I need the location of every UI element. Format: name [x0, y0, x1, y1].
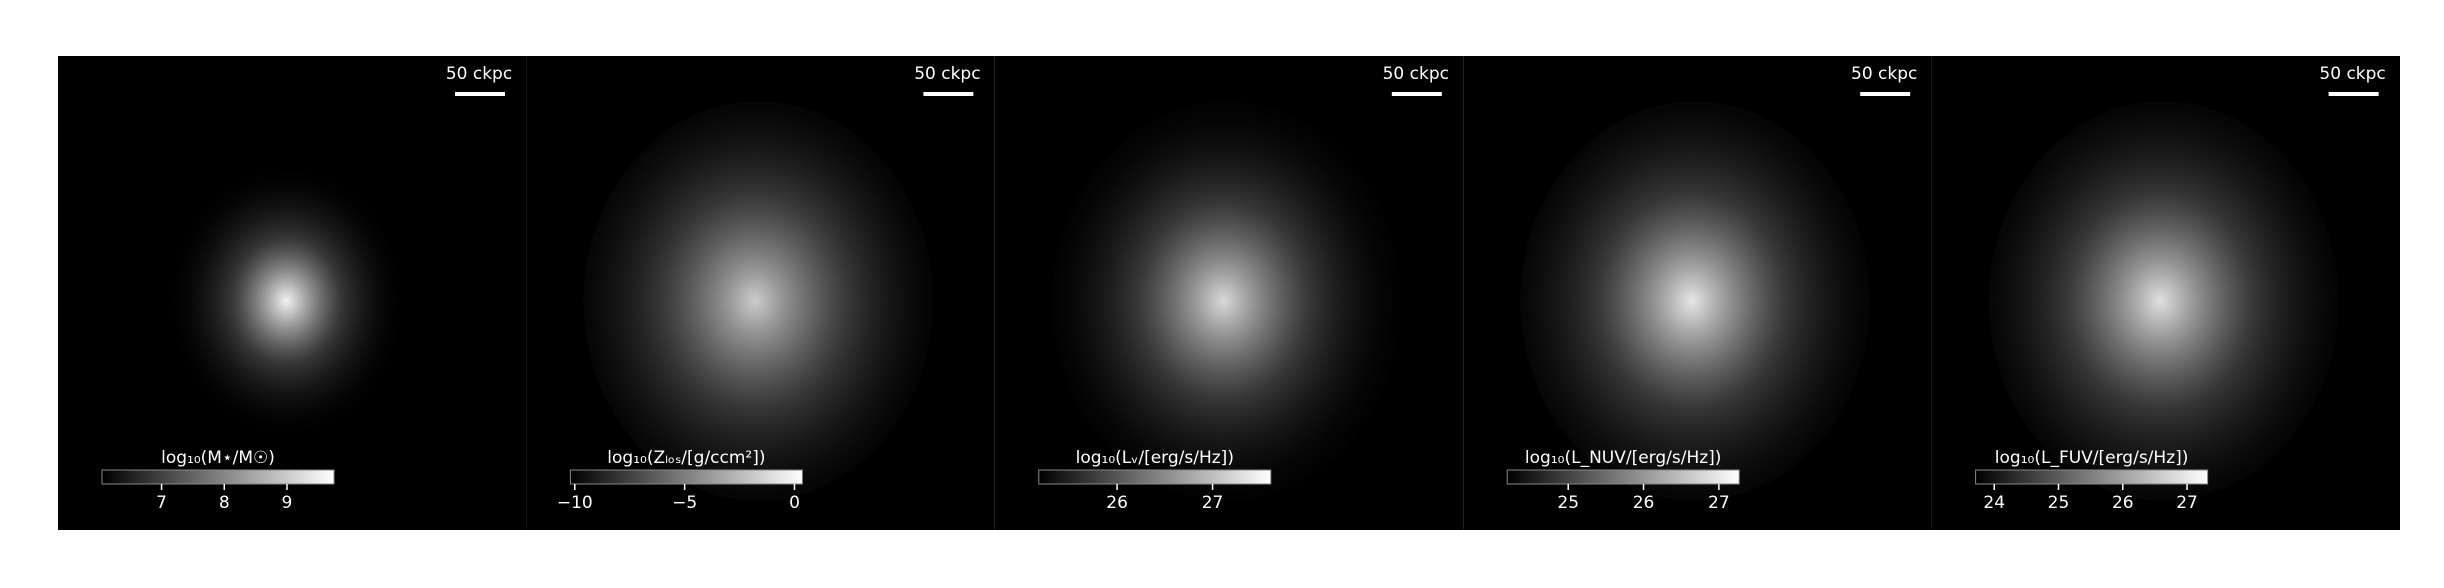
colorbar-tick-label: 26 — [2112, 493, 2134, 513]
colorbar — [1975, 469, 2209, 485]
colorbar-tick-label: 24 — [1983, 493, 2005, 513]
colorbar-tick-label: 27 — [2176, 493, 2198, 513]
scale-bar-label: 50 ckpc — [1851, 64, 1917, 84]
colorbar — [1506, 469, 1740, 485]
colorbar — [101, 469, 335, 485]
galaxy-image — [1520, 101, 1871, 501]
colorbar — [569, 469, 803, 485]
colorbar — [1038, 469, 1272, 485]
colorbar-tick-label: −5 — [672, 493, 697, 513]
colorbar-label: log₁₀(M⋆/M☉) — [161, 448, 275, 468]
scale-bar-label: 50 ckpc — [446, 64, 512, 84]
colorbar-tick-label: 0 — [789, 493, 800, 513]
scale-bar-label: 50 ckpc — [914, 64, 980, 84]
colorbar-tick-label: 7 — [156, 493, 167, 513]
colorbar-tick-label: 9 — [282, 493, 293, 513]
colorbar-label: log₁₀(Zₗₒₛ/[g/ccm²]) — [607, 448, 765, 468]
colorbar-tick-label: 25 — [2048, 493, 2070, 513]
colorbar-tick-label: 8 — [219, 493, 230, 513]
colorbar-tick-label: 26 — [1106, 493, 1128, 513]
colorbar-tick-label: 25 — [1557, 493, 1579, 513]
galaxy-image — [1988, 101, 2339, 501]
colorbar-label: log₁₀(Lᵥ/[erg/s/Hz]) — [1076, 448, 1234, 468]
galaxy-image — [115, 101, 465, 501]
galaxy-image — [583, 101, 934, 501]
colorbar-tick-label: 27 — [1202, 493, 1224, 513]
colorbar-label: log₁₀(L_FUV/[erg/s/Hz]) — [1995, 448, 2189, 468]
colorbar-label: log₁₀(L_NUV/[erg/s/Hz]) — [1525, 448, 1722, 468]
scale-bar-label: 50 ckpc — [2319, 64, 2385, 84]
scale-bar-label: 50 ckpc — [1383, 64, 1449, 84]
colorbar-tick-label: −10 — [557, 493, 593, 513]
galaxy-image — [1051, 101, 1402, 501]
colorbar-tick-label: 26 — [1633, 493, 1655, 513]
colorbar-tick-label: 27 — [1708, 493, 1730, 513]
